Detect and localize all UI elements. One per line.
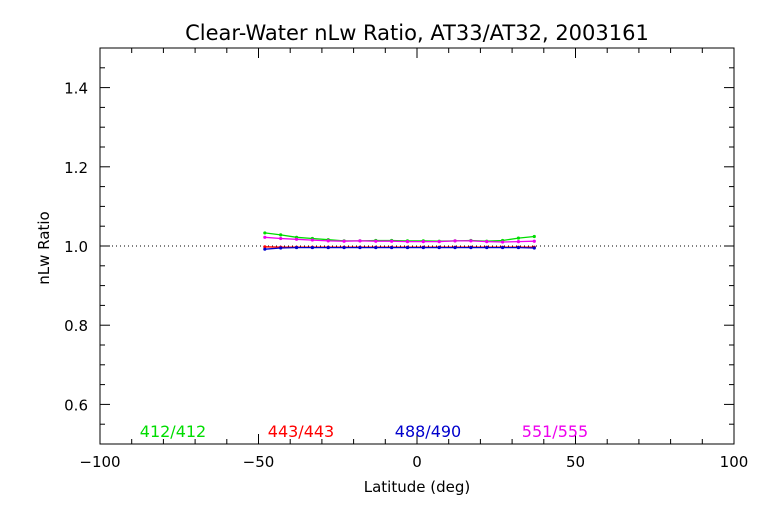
series-488-490	[263, 245, 536, 251]
y-tick-label: 0.6	[64, 396, 88, 414]
data-point	[342, 245, 346, 250]
data-point	[437, 240, 441, 244]
x-axis-label: Latitude (deg)	[364, 478, 470, 496]
legend-entry: 551/555	[522, 422, 588, 441]
data-point	[358, 239, 362, 243]
legend-entry: 412/412	[140, 422, 206, 441]
series-line	[264, 236, 535, 243]
data-point	[516, 245, 521, 250]
legend-entry: 443/443	[268, 422, 334, 441]
data-point	[263, 245, 267, 249]
data-point	[374, 245, 378, 250]
series-551-555	[263, 235, 536, 244]
series-line	[264, 246, 535, 250]
x-tick-label: 50	[566, 453, 585, 471]
tick-labels: −100 −50 0 50 100 0.6 0.8 1.0 1.2 1.4	[64, 80, 748, 471]
data-point	[279, 236, 283, 241]
y-tick-label: 1.2	[64, 159, 88, 177]
x-tick-label: 100	[720, 453, 749, 471]
data-point	[310, 238, 314, 242]
series-layer	[263, 231, 536, 251]
x-tick-label: 0	[412, 453, 422, 471]
data-point	[500, 245, 505, 250]
y-tick-label: 0.8	[64, 317, 88, 335]
data-point	[453, 239, 457, 243]
data-point	[390, 239, 394, 243]
data-point	[279, 233, 283, 237]
legend: 412/412 443/443 488/490 551/555	[140, 422, 588, 441]
data-point	[469, 239, 473, 243]
data-point	[263, 247, 267, 251]
data-point	[421, 240, 425, 244]
data-point	[294, 245, 299, 250]
data-point	[453, 245, 457, 250]
data-point	[405, 240, 410, 244]
data-point	[310, 245, 314, 250]
data-point	[469, 245, 473, 250]
data-point	[532, 234, 536, 239]
data-point	[532, 246, 536, 250]
data-point	[485, 240, 489, 244]
data-point	[516, 240, 521, 244]
data-point	[326, 239, 330, 243]
data-point	[500, 240, 505, 244]
data-point	[263, 235, 267, 239]
data-point	[358, 245, 362, 250]
data-point	[516, 236, 521, 240]
chart-title: Clear-Water nLw Ratio, AT33/AT32, 200316…	[185, 21, 649, 45]
data-point	[405, 245, 410, 250]
data-point	[263, 231, 267, 235]
y-tick-label: 1.4	[64, 80, 88, 98]
data-point	[374, 239, 378, 243]
y-tick-label: 1.0	[64, 238, 88, 256]
x-tick-label: −50	[243, 453, 275, 471]
legend-entry: 488/490	[395, 422, 461, 441]
y-axis-label: nLw Ratio	[35, 211, 53, 284]
data-point	[342, 239, 346, 243]
data-point	[421, 245, 425, 250]
data-point	[437, 245, 441, 250]
data-point	[532, 239, 536, 243]
data-point	[326, 245, 330, 250]
data-point	[485, 245, 489, 250]
x-tick-label: −100	[79, 453, 120, 471]
data-point	[279, 246, 283, 250]
data-point	[294, 237, 299, 241]
axis-ticks	[99, 47, 735, 445]
data-point	[390, 245, 394, 250]
